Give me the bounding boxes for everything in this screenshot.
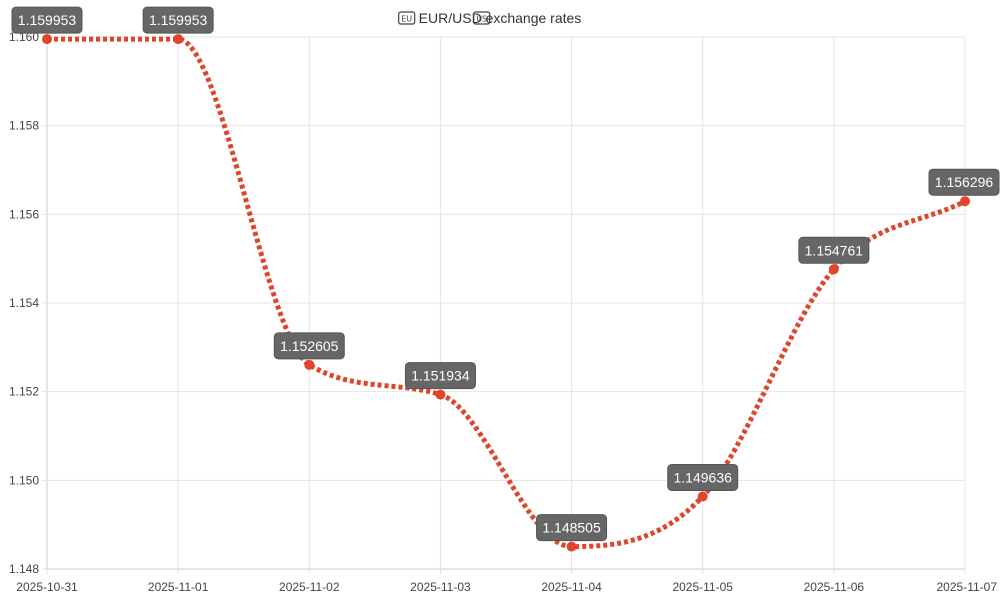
x-tick-label: 2025-11-04	[541, 580, 602, 594]
y-tick-label: 1.150	[9, 473, 39, 487]
x-tick-label: 2025-10-31	[16, 580, 78, 594]
chart-title: EUR/USD exchange rates	[419, 10, 582, 26]
x-tick-label: 2025-11-05	[672, 580, 733, 594]
data-label-text: 1.156296	[935, 174, 994, 190]
data-label-text: 1.149636	[674, 469, 733, 485]
y-tick-label: 1.148	[9, 562, 39, 576]
data-point[interactable]	[828, 264, 839, 275]
svg-text:EU: EU	[401, 15, 412, 24]
data-point[interactable]	[566, 541, 577, 552]
y-tick-label: 1.158	[9, 119, 39, 133]
data-label: 1.149636	[667, 463, 739, 491]
data-label: 1.154761	[798, 236, 870, 264]
data-label: 1.159953	[11, 6, 83, 34]
x-tick-label: 2025-11-01	[148, 580, 209, 594]
x-tick-label: 2025-11-02	[279, 580, 340, 594]
x-tick-label: 2025-11-06	[804, 580, 865, 594]
data-label: 1.148505	[536, 514, 608, 542]
data-point[interactable]	[42, 34, 52, 45]
data-label-text: 1.154761	[805, 242, 864, 258]
x-tick-label: 2025-11-03	[410, 580, 471, 594]
y-tick-label: 1.154	[9, 296, 39, 310]
x-tick-label: 2025-11-07	[937, 580, 998, 594]
data-point[interactable]	[697, 491, 708, 502]
series-line-path	[46, 36, 967, 550]
data-labels: 1.159953 1.159953 1.152605 1.151934 1.148505…	[11, 6, 1000, 542]
grid	[42, 36, 966, 574]
data-label-text: 1.159953	[149, 12, 208, 28]
axes: 1.1481.1501.1521.1541.1561.1581.1602025-…	[9, 30, 997, 594]
data-label-text: 1.148505	[542, 520, 601, 536]
chart-title-group: EU EUR/USD exchange rates US	[398, 10, 582, 26]
us-flag-icon: US	[473, 11, 491, 25]
data-label-text: 1.159953	[18, 12, 77, 28]
y-tick-label: 1.156	[9, 207, 39, 221]
data-point[interactable]	[435, 389, 446, 400]
data-label-text: 1.152605	[280, 338, 339, 354]
eu-flag-icon: EU	[398, 11, 416, 25]
data-label: 1.156296	[928, 168, 1000, 196]
svg-text:US: US	[476, 15, 487, 24]
data-label: 1.159953	[142, 6, 214, 34]
data-points	[42, 34, 970, 552]
y-tick-label: 1.152	[9, 385, 39, 399]
series-line	[46, 36, 967, 550]
data-point[interactable]	[960, 196, 970, 207]
data-label: 1.152605	[273, 332, 345, 360]
data-point[interactable]	[304, 359, 315, 370]
data-label: 1.151934	[404, 362, 476, 390]
data-point[interactable]	[173, 34, 184, 45]
data-label-text: 1.151934	[411, 368, 470, 384]
